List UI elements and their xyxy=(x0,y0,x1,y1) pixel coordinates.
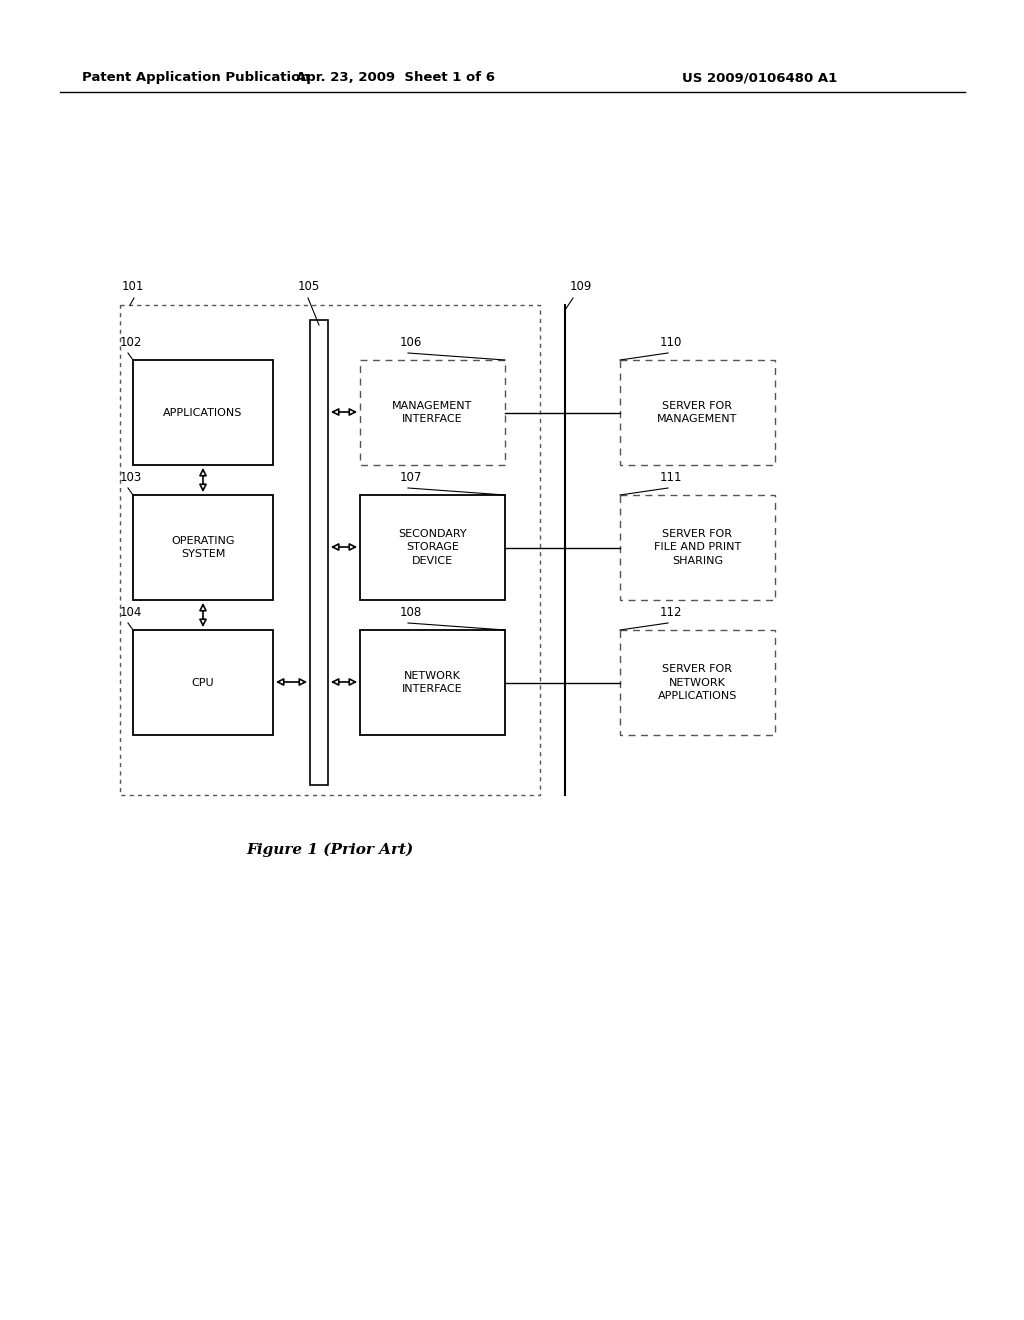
Bar xyxy=(360,495,505,601)
Bar xyxy=(360,360,505,465)
Bar xyxy=(310,319,328,785)
Bar xyxy=(120,305,540,795)
Text: SECONDARY
STORAGE
DEVICE: SECONDARY STORAGE DEVICE xyxy=(398,529,467,566)
Bar xyxy=(360,630,505,735)
Text: 104: 104 xyxy=(120,606,142,619)
Text: 108: 108 xyxy=(400,606,422,619)
Text: SERVER FOR
NETWORK
APPLICATIONS: SERVER FOR NETWORK APPLICATIONS xyxy=(657,664,737,701)
Text: CPU: CPU xyxy=(191,677,214,688)
Text: Patent Application Publication: Patent Application Publication xyxy=(82,71,309,84)
Text: US 2009/0106480 A1: US 2009/0106480 A1 xyxy=(682,71,838,84)
Bar xyxy=(620,360,775,465)
Text: Figure 1 (Prior Art): Figure 1 (Prior Art) xyxy=(247,842,414,857)
Text: MANAGEMENT
INTERFACE: MANAGEMENT INTERFACE xyxy=(392,401,473,424)
Text: 107: 107 xyxy=(400,471,422,484)
Text: APPLICATIONS: APPLICATIONS xyxy=(163,408,243,417)
Text: 111: 111 xyxy=(660,471,683,484)
Text: SERVER FOR
FILE AND PRINT
SHARING: SERVER FOR FILE AND PRINT SHARING xyxy=(654,529,741,566)
Bar xyxy=(620,630,775,735)
Bar xyxy=(620,495,775,601)
Text: 106: 106 xyxy=(400,337,422,348)
Bar xyxy=(133,495,273,601)
Text: Apr. 23, 2009  Sheet 1 of 6: Apr. 23, 2009 Sheet 1 of 6 xyxy=(296,71,495,84)
Text: 105: 105 xyxy=(298,280,321,293)
Bar xyxy=(133,360,273,465)
Text: 109: 109 xyxy=(570,280,592,293)
Text: NETWORK
INTERFACE: NETWORK INTERFACE xyxy=(402,671,463,694)
Bar xyxy=(133,630,273,735)
Text: OPERATING
SYSTEM: OPERATING SYSTEM xyxy=(171,536,234,560)
Text: SERVER FOR
MANAGEMENT: SERVER FOR MANAGEMENT xyxy=(657,401,737,424)
Text: 103: 103 xyxy=(120,471,142,484)
Text: 110: 110 xyxy=(660,337,682,348)
Text: 101: 101 xyxy=(122,280,144,293)
Text: 112: 112 xyxy=(660,606,683,619)
Text: 102: 102 xyxy=(120,337,142,348)
